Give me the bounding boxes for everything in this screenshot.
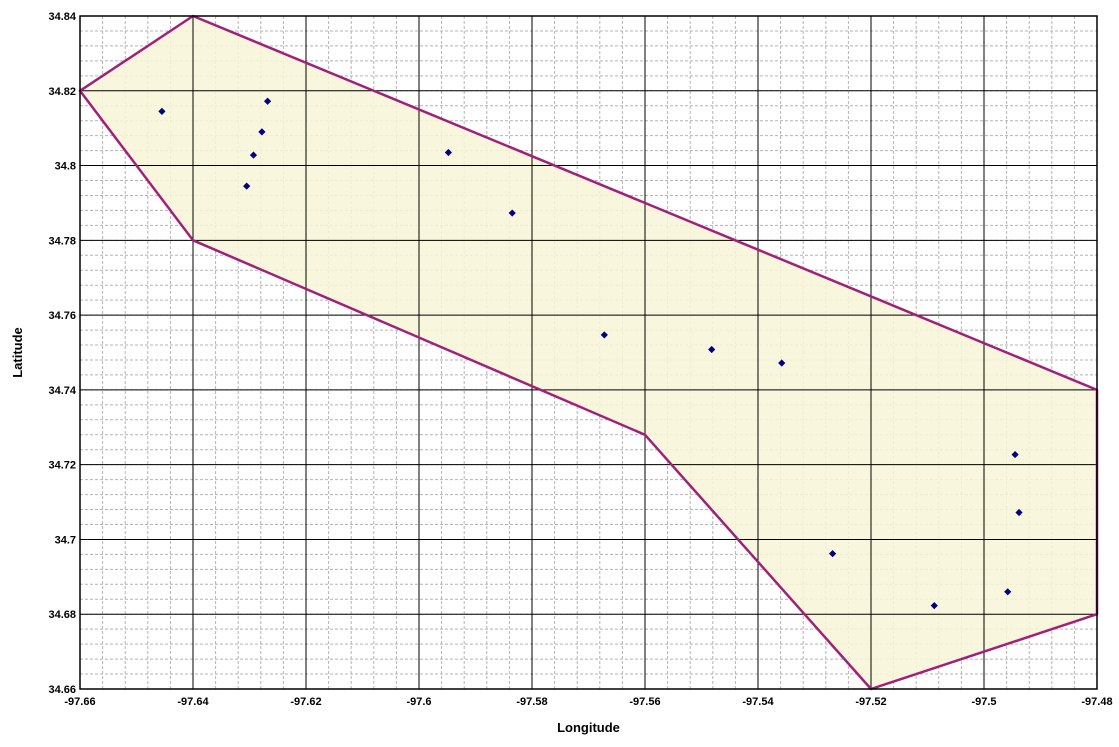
y-tick-label: 34.74 — [48, 385, 76, 397]
y-tick-label: 34.84 — [48, 11, 76, 23]
y-tick-label: 34.66 — [48, 684, 76, 696]
data-point — [263, 97, 272, 105]
plot-border — [79, 15, 1098, 690]
data-point — [258, 128, 266, 136]
data-point — [828, 550, 837, 558]
data-point — [158, 107, 166, 115]
x-tick-label: -97.5 — [971, 696, 996, 708]
data-point — [600, 331, 608, 339]
plot-frame — [79, 15, 1098, 690]
x-tick-label: -97.6 — [406, 696, 431, 708]
x-axis-title: Longitude — [557, 720, 620, 735]
data-point — [1011, 450, 1019, 459]
data-point — [249, 151, 258, 159]
x-tick-label: -97.52 — [855, 696, 886, 708]
data-point — [1004, 588, 1012, 596]
y-tick-label: 34.76 — [48, 310, 76, 322]
data-point — [1015, 508, 1023, 517]
x-tick-label: -97.56 — [629, 696, 660, 708]
data-point — [708, 345, 716, 354]
y-tick-label: 34.7 — [55, 534, 76, 546]
x-tick-label: -97.62 — [290, 696, 321, 708]
y-tick-label: 34.8 — [55, 161, 76, 173]
x-tick-label: -97.54 — [742, 696, 774, 708]
polygon-layer — [80, 16, 1097, 689]
data-point — [444, 148, 452, 157]
y-axis-title: Latitude — [10, 327, 25, 378]
x-tick-labels: -97.66 -97.64 -97.62 -97.6 -97.58 -97.56 -97.5… — [64, 696, 1112, 708]
points-layer — [158, 97, 1023, 610]
boundary-polygon-outline — [78, 14, 1099, 691]
x-tick-label: -97.58 — [516, 696, 547, 708]
x-tick-label: -97.66 — [64, 696, 95, 708]
data-point — [778, 359, 786, 367]
y-tick-label: 34.68 — [48, 609, 76, 621]
data-point — [508, 209, 516, 217]
x-tick-label: -97.48 — [1081, 696, 1112, 708]
data-point — [243, 182, 251, 190]
y-tick-label: 34.72 — [48, 460, 76, 472]
y-tick-label: 34.82 — [48, 86, 76, 98]
data-point — [930, 602, 938, 610]
y-tick-labels: 34.66 34.68 34.7 34.72 34.74 34.76 34.78 34.8 34… — [48, 11, 76, 696]
x-tick-label: -97.64 — [177, 696, 209, 708]
y-tick-label: 34.78 — [48, 235, 76, 247]
boundary-polygon-fill — [80, 16, 1097, 689]
